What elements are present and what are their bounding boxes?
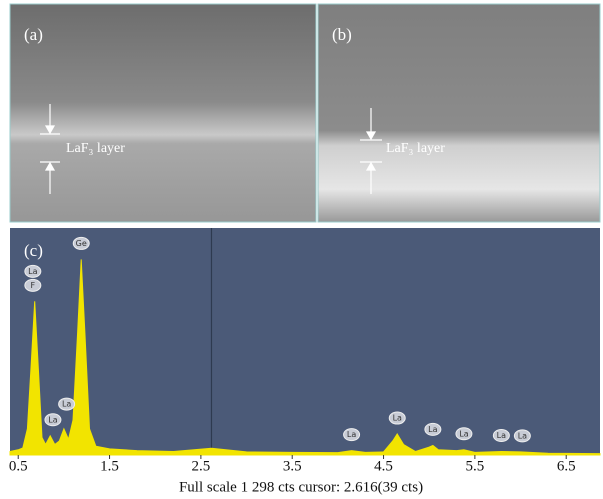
spectrum-background	[10, 228, 600, 455]
peak-label: La	[48, 415, 57, 424]
panel-label: (b)	[332, 25, 352, 44]
x-tick-label: 4.5	[374, 458, 393, 474]
annotation: LaF₃ layer	[66, 141, 125, 156]
peak-label: La	[62, 400, 71, 409]
peak-badge	[424, 422, 442, 436]
peak-label: F	[31, 281, 36, 290]
peak-badge	[492, 429, 510, 443]
peak-label: La	[393, 414, 402, 423]
peak-label: La	[497, 431, 506, 440]
x-tick-label: 2.5	[192, 458, 211, 474]
x-tick-label: 5.5	[466, 458, 485, 474]
arrows-a	[40, 104, 60, 194]
panel-label: (c)	[24, 241, 43, 260]
sem-image-a	[9, 3, 317, 223]
x-tick-label: 1.5	[100, 458, 119, 474]
peak-badge	[24, 278, 42, 292]
x-tick-label: 3.5	[283, 458, 302, 474]
peak-badge	[343, 428, 361, 442]
peak-badge	[388, 411, 406, 425]
caption: Full scale 1 298 cts cursor: 2.616(39 ct…	[179, 479, 423, 495]
peak-label: Ge	[76, 239, 87, 248]
peak-badge	[72, 236, 90, 250]
peak-label: La	[459, 429, 468, 438]
peak-badge	[44, 413, 62, 427]
sem-image-b	[317, 3, 601, 223]
peak-label: La	[428, 425, 437, 434]
arrows-b	[360, 108, 382, 194]
peak-badge	[513, 429, 531, 443]
peak-badge	[455, 427, 473, 441]
spectrum-area	[9, 259, 601, 456]
peak-label: La	[28, 267, 37, 276]
annotation: LaF₃ layer	[386, 141, 445, 156]
panel-label: (a)	[24, 25, 43, 44]
x-tick-label: 0.5	[9, 458, 28, 474]
peak-label: La	[518, 431, 527, 440]
peak-badge	[24, 264, 42, 278]
peak-badge	[58, 397, 76, 411]
peak-label: La	[347, 430, 356, 439]
x-tick-label: 6.5	[557, 458, 576, 474]
